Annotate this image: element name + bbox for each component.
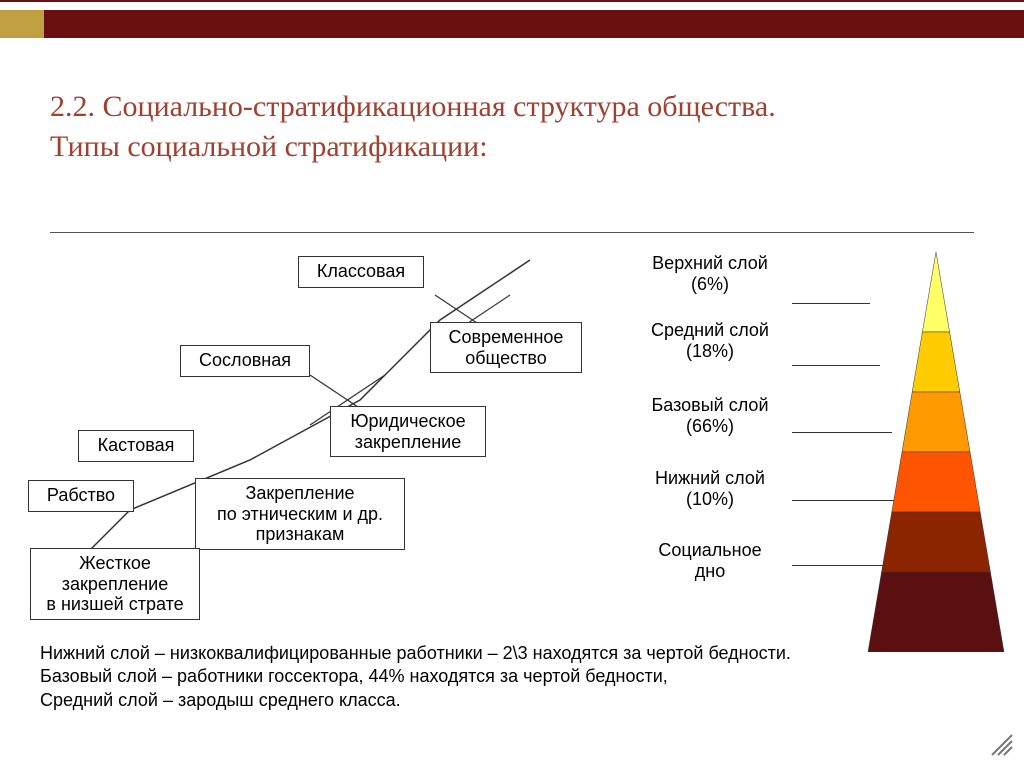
box-hard-L3: в низшей страте (46, 594, 183, 614)
pyr-label-1: Средний слой (18%) (630, 320, 790, 362)
pyr-label-2-t: Базовый слой (651, 395, 768, 415)
pyr-label-3-p: (10%) (686, 489, 734, 509)
pyr-label-1-p: (18%) (686, 341, 734, 361)
pyr-label-3: Нижний слой (10%) (630, 468, 790, 510)
box-ethnic-L1: Закрепление (245, 483, 354, 503)
box-rabstvo: Рабство (28, 480, 134, 512)
box-kastovaya: Кастовая (78, 430, 194, 462)
pyramid (868, 252, 1004, 652)
pyr-label-1-t: Средний слой (651, 320, 769, 340)
footnote-3: Средний слой – зародыш среднего класса. (40, 689, 964, 712)
box-modern-society: Современное общество (430, 322, 582, 373)
box-hard-L2: закрепление (62, 574, 168, 594)
box-ethnic-L3: признакам (256, 524, 345, 544)
pyr-label-4-t: Социальное (658, 540, 761, 560)
box-juridical-L1: Юридическое (350, 411, 465, 431)
box-ethnic-L2: по этническим и др. (217, 504, 383, 524)
pyr-label-0-p: (6%) (691, 274, 729, 294)
pyr-line-1 (792, 365, 880, 366)
pyr-label-4-p: дно (695, 561, 725, 581)
box-klassovaya: Классовая (298, 256, 424, 288)
pyr-label-0-t: Верхний слой (652, 253, 768, 273)
box-juridical: Юридическое закрепление (330, 406, 486, 457)
pyr-label-2: Базовый слой (66%) (630, 395, 790, 437)
box-hard-L1: Жесткое (79, 553, 151, 573)
footnote-1: Нижний слой – низкоквалифицированные раб… (40, 642, 964, 665)
pyr-label-4: Социальное дно (630, 540, 790, 582)
pyr-line-0 (792, 303, 870, 304)
pyr-label-0: Верхний слой (6%) (630, 253, 790, 295)
box-hard-fix: Жесткое закрепление в низшей страте (30, 548, 200, 620)
footnotes: Нижний слой – низкоквалифицированные раб… (40, 642, 964, 712)
box-soslovnaya: Сословная (180, 345, 310, 377)
pyr-label-2-p: (66%) (686, 416, 734, 436)
box-juridical-L2: закрепление (355, 432, 461, 452)
resize-corner-icon (988, 731, 1014, 757)
footnote-2: Базовый слой – работники госсектора, 44%… (40, 665, 964, 688)
pyramid-svg (868, 252, 1004, 652)
box-modern-L2: общество (465, 348, 547, 368)
box-modern-L1: Современное (449, 327, 564, 347)
pyr-label-3-t: Нижний слой (655, 468, 765, 488)
box-ethnic: Закрепление по этническим и др. признака… (195, 478, 405, 550)
